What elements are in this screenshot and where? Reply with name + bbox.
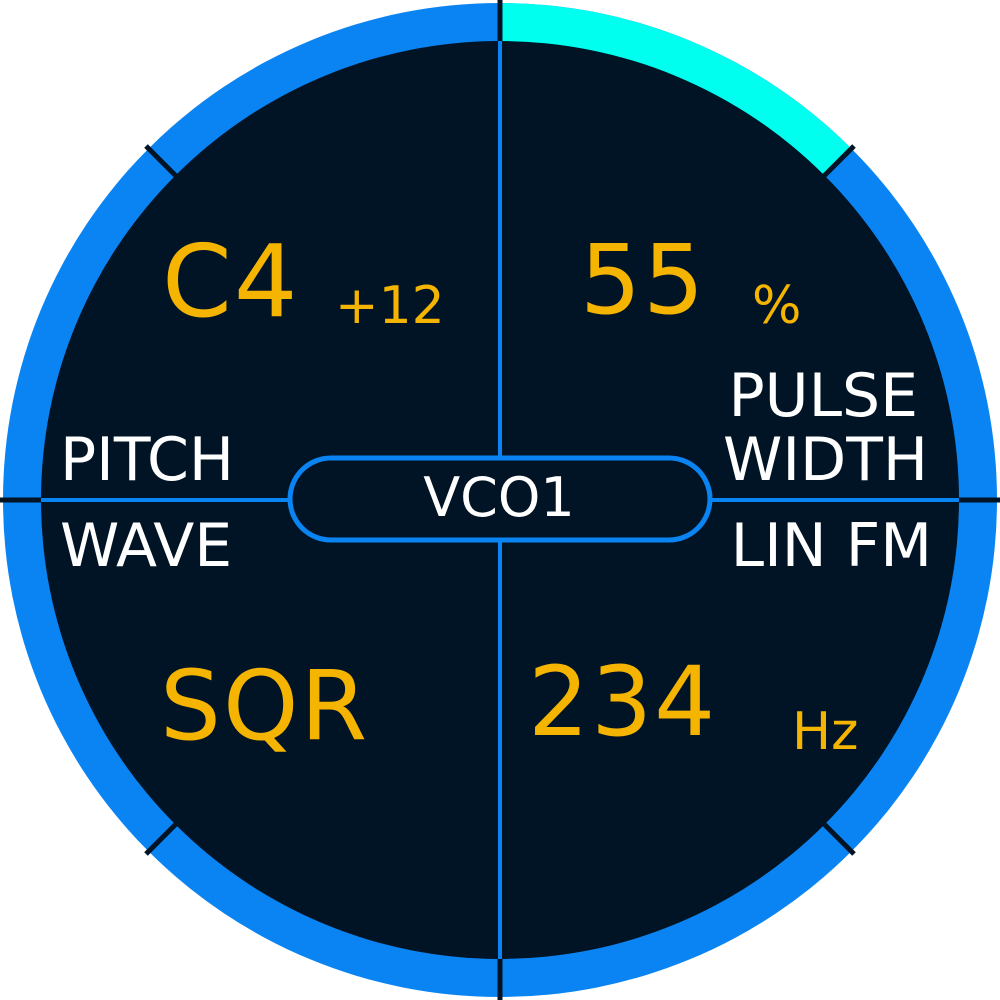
pulse-width-label-line2: WIDTH	[723, 425, 928, 495]
module-name[interactable]: VCO1	[423, 466, 575, 529]
wave-label: WAVE	[60, 511, 233, 581]
lin-fm-value[interactable]: 234	[528, 646, 718, 758]
pulse-width-unit: %	[752, 276, 802, 336]
lin-fm-unit: Hz	[792, 702, 859, 762]
pulse-width-value[interactable]: 55	[580, 224, 707, 336]
wave-value[interactable]: SQR	[160, 650, 370, 762]
pitch-note: C4	[162, 223, 300, 340]
pitch-offset: +12	[335, 276, 445, 336]
pitch-value[interactable]: C4	[162, 232, 299, 332]
pulse-width-label-line1: PULSE	[728, 361, 918, 431]
lin-fm-label: LIN FM	[730, 511, 932, 581]
pitch-label: PITCH	[60, 425, 235, 495]
module-pill	[287, 455, 713, 543]
